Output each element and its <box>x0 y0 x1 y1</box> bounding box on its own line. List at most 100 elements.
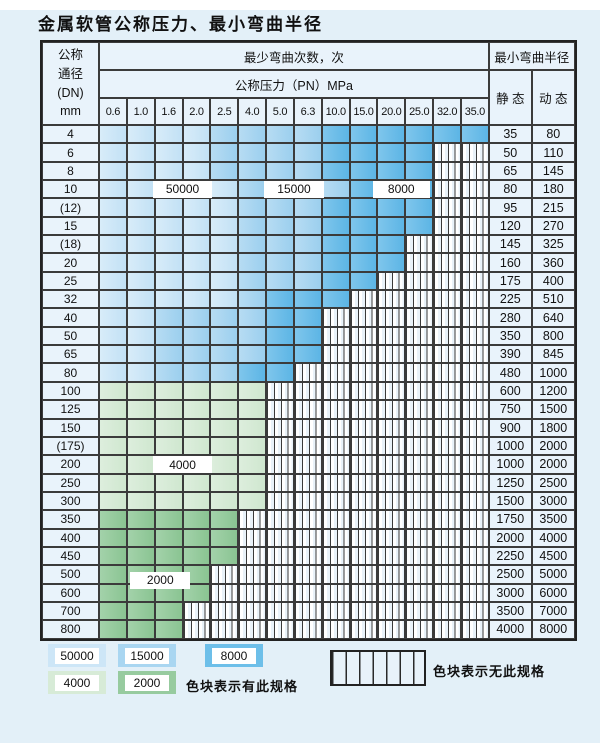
dynamic-radius-value: 80 <box>531 125 575 144</box>
pressure-cell-e <box>126 546 155 566</box>
pressure-cell-x <box>293 510 322 529</box>
dynamic-radius-value: 110 <box>531 143 575 162</box>
pressure-cell-x <box>266 418 294 437</box>
pressure-cell-b <box>238 180 267 199</box>
pressure-cell-x <box>321 345 350 364</box>
pressure-cell-a <box>99 363 127 382</box>
dn-value: 350 <box>42 510 99 529</box>
dn-value: 400 <box>42 528 99 547</box>
pressure-cell-e <box>99 565 127 584</box>
dynamic-radius-value: 800 <box>531 326 575 346</box>
pressure-cell-d <box>182 381 211 401</box>
pressure-tick-4.0: 4.0 <box>238 98 267 125</box>
dn-value: 65 <box>42 345 99 364</box>
pressure-cell-c <box>349 125 378 144</box>
pressure-cell-x <box>460 143 489 162</box>
dn-value: 8 <box>42 161 99 181</box>
pressure-cell-d <box>238 491 267 511</box>
pressure-cell-x <box>433 363 461 382</box>
pressure-cell-e <box>154 601 183 621</box>
static-radius-value: 750 <box>488 400 532 419</box>
pressure-tick-5.0: 5.0 <box>266 98 294 125</box>
pressure-cell-c <box>349 216 378 236</box>
pressure-cell-x <box>460 363 489 382</box>
pressure-cell-x <box>433 253 461 272</box>
pressure-cell-d <box>126 418 155 437</box>
pressure-cell-e <box>126 601 155 621</box>
pressure-cell-c <box>321 216 350 236</box>
static-radius-value: 1500 <box>488 491 532 511</box>
pressure-cell-x <box>405 400 434 419</box>
pressure-cell-a <box>99 253 127 272</box>
pressure-tick-0.6: 0.6 <box>99 98 127 125</box>
pressure-cell-c <box>405 198 434 217</box>
pressure-cell-x <box>349 528 378 547</box>
dn-header-line4: mm <box>60 104 81 119</box>
legend-swatch-2000: 2000 <box>118 671 176 694</box>
pressure-cell-b <box>266 253 294 272</box>
pressure-cell-e <box>182 528 211 547</box>
region-label-8000: 8000 <box>372 180 430 198</box>
pressure-cell-a <box>126 345 155 364</box>
pressure-cell-b <box>238 271 267 291</box>
pressure-cell-x <box>349 326 378 346</box>
pressure-cell-x <box>238 528 267 547</box>
pressure-cell-x <box>349 510 378 529</box>
dynamic-radius-value: 1800 <box>531 418 575 437</box>
pressure-cell-b <box>210 161 239 181</box>
pressure-cell-a <box>126 308 155 327</box>
pressure-cell-x <box>293 473 322 492</box>
pressure-cell-a <box>99 198 127 217</box>
pressure-cell-c <box>293 308 322 327</box>
pressure-cell-x <box>377 271 406 291</box>
pressure-cell-c <box>377 198 406 217</box>
pressure-cell-b <box>293 125 322 144</box>
pressure-cell-x <box>293 620 322 639</box>
pressure-cell-a <box>182 235 211 254</box>
pressure-cell-a <box>182 216 211 236</box>
pressure-cell-a <box>210 271 239 291</box>
pressure-cell-x <box>405 418 434 437</box>
pressure-cell-a <box>154 271 183 291</box>
pressure-cell-a <box>126 235 155 254</box>
pressure-cell-a <box>126 326 155 346</box>
pressure-cell-a <box>182 271 211 291</box>
pressure-cell-e <box>210 510 239 529</box>
pressure-cell-d <box>126 400 155 419</box>
pressure-cell-b <box>266 161 294 181</box>
pressure-cell-x <box>321 583 350 602</box>
pressure-cell-x <box>321 620 350 639</box>
pressure-cell-b <box>154 308 183 327</box>
pressure-cell-x <box>433 216 461 236</box>
pressure-cell-e <box>99 583 127 602</box>
pressure-cell-x <box>321 363 350 382</box>
pressure-cell-x <box>349 290 378 309</box>
dynamic-radius-value: 400 <box>531 271 575 291</box>
dn-value: (18) <box>42 235 99 254</box>
pressure-tick-2.0: 2.0 <box>182 98 211 125</box>
pressure-cell-x <box>460 308 489 327</box>
dynamic-radius-value: 1500 <box>531 400 575 419</box>
legend-swatch-label: 4000 <box>55 674 99 691</box>
pressure-cell-a <box>99 290 127 309</box>
legend-swatch-label: 2000 <box>125 674 169 691</box>
pressure-cell-b <box>154 326 183 346</box>
pressure-cell-a <box>126 161 155 181</box>
static-radius-value: 280 <box>488 308 532 327</box>
pressure-cell-d <box>99 491 127 511</box>
static-radius-value: 1250 <box>488 473 532 492</box>
pressure-cell-b <box>266 235 294 254</box>
pressure-cell-b <box>266 271 294 291</box>
pressure-cell-x <box>405 473 434 492</box>
pressure-cell-d <box>126 491 155 511</box>
pressure-cell-x <box>405 583 434 602</box>
pressure-cell-d <box>182 418 211 437</box>
pressure-tick-1.0: 1.0 <box>126 98 155 125</box>
region-label-2000: 2000 <box>130 571 191 589</box>
pressure-cell-e <box>99 601 127 621</box>
dynamic-radius-value: 8000 <box>531 620 575 639</box>
pressure-cell-d <box>238 381 267 401</box>
pressure-cell-e <box>99 620 127 639</box>
static-radius-value: 2250 <box>488 546 532 566</box>
pressure-cell-x <box>433 601 461 621</box>
